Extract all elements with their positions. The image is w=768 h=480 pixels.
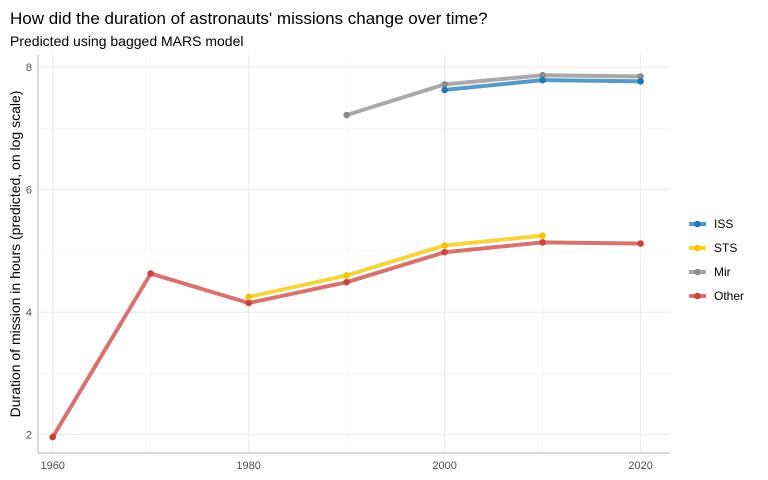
data-point-sts bbox=[441, 242, 448, 249]
legend: ISS STS Mir Other bbox=[689, 217, 744, 303]
legend-marker-iss bbox=[694, 220, 701, 228]
chart-title: How did the duration of astronauts' miss… bbox=[10, 9, 488, 28]
y-tick-label: 6 bbox=[26, 185, 32, 197]
x-tick-label: 1980 bbox=[236, 460, 260, 472]
data-point-mir bbox=[637, 73, 644, 80]
data-point-other bbox=[343, 278, 350, 286]
y-axis-title: Duration of mission in hours (predicted,… bbox=[7, 91, 23, 418]
data-point-iss bbox=[539, 76, 546, 84]
data-point-other bbox=[539, 239, 546, 246]
legend-label-other: Other bbox=[714, 289, 744, 303]
axes bbox=[37, 55, 670, 454]
y-tick-label: 8 bbox=[26, 62, 32, 74]
data-point-mir bbox=[343, 111, 350, 119]
data-point-other bbox=[637, 240, 644, 247]
legend-label-iss: ISS bbox=[714, 217, 733, 231]
data-point-mir bbox=[539, 71, 546, 79]
data-point-other bbox=[441, 248, 448, 256]
data-point-iss bbox=[441, 86, 448, 94]
data-point-other bbox=[245, 299, 252, 307]
data-point-other bbox=[49, 433, 56, 441]
y-tick-label: 2 bbox=[26, 430, 32, 442]
data-point-sts bbox=[343, 272, 350, 279]
legend-marker-other bbox=[694, 292, 701, 300]
x-tick-label: 2000 bbox=[432, 460, 456, 472]
chart-subtitle: Predicted using bagged MARS model bbox=[10, 33, 243, 49]
legend-label-sts: STS bbox=[714, 241, 737, 255]
y-tick-label: 4 bbox=[26, 307, 32, 319]
legend-marker-sts bbox=[694, 244, 701, 252]
data-point-mir bbox=[441, 81, 448, 88]
data-point-iss bbox=[637, 78, 644, 85]
data-point-sts bbox=[539, 232, 546, 239]
series-line-sts bbox=[246, 233, 545, 299]
legend-label-mir: Mir bbox=[714, 265, 731, 279]
tick-labels: 1960 1980 2000 2020 2 4 6 8 bbox=[26, 62, 653, 472]
legend-marker-mir bbox=[694, 268, 701, 276]
series-layer bbox=[49, 71, 644, 441]
series-line-mir bbox=[344, 73, 643, 117]
data-point-other bbox=[147, 270, 154, 277]
x-tick-label: 1960 bbox=[40, 460, 64, 472]
data-point-sts bbox=[245, 293, 252, 301]
gridlines bbox=[38, 55, 670, 453]
x-tick-label: 2020 bbox=[628, 460, 652, 472]
